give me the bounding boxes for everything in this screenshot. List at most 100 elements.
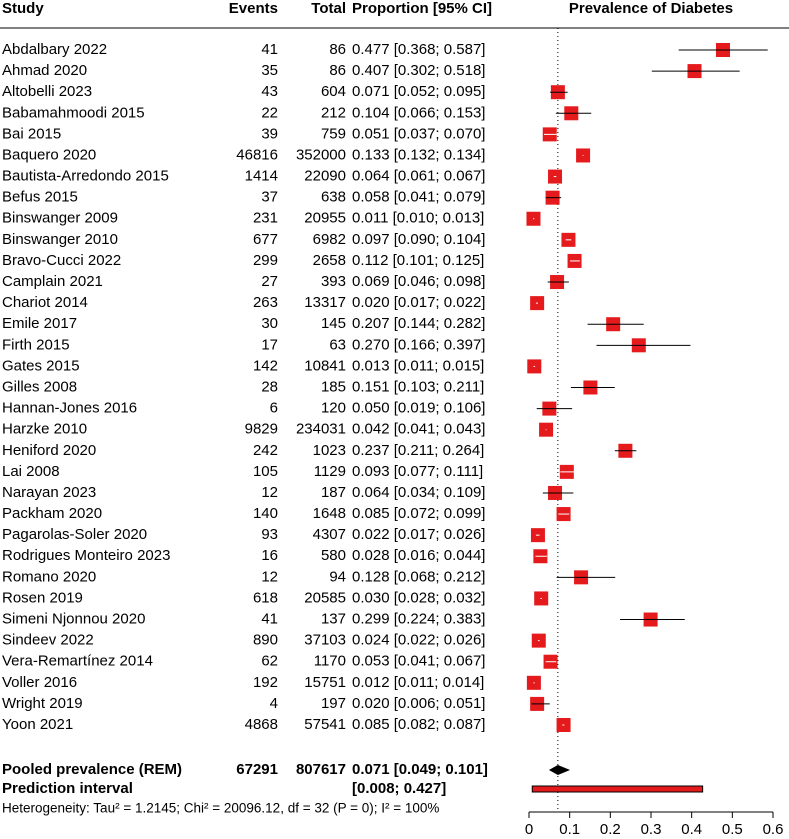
- total: 185: [321, 378, 346, 395]
- study-name: Heniford 2020: [2, 442, 96, 459]
- study-name: Lai 2008: [2, 463, 60, 480]
- total: 1023: [313, 442, 346, 459]
- events: 677: [253, 231, 278, 248]
- events: 140: [253, 505, 278, 522]
- total: 86: [329, 41, 346, 58]
- ci-label: 0.112 [0.101; 0.125]: [352, 252, 484, 269]
- total: 137: [321, 611, 346, 628]
- ci-label: 0.051 [0.037; 0.070]: [352, 125, 485, 142]
- study-name: Rosen 2019: [2, 589, 83, 606]
- ci-label: 0.030 [0.028; 0.032]: [352, 589, 485, 606]
- total: 234031: [296, 421, 346, 438]
- prediction-bar: [531, 785, 704, 793]
- study-name: Gilles 2008: [2, 378, 77, 395]
- x-tick-label: 0.3: [641, 821, 662, 838]
- total: 580: [321, 547, 346, 564]
- total: 4307: [313, 526, 346, 543]
- prediction-name: Prediction interval: [2, 780, 133, 797]
- pooled-total: 807617: [296, 761, 346, 778]
- study-name: Ahmad 2020: [2, 62, 87, 79]
- study-name: Camplain 2021: [2, 273, 103, 290]
- study-name: Gates 2015: [2, 357, 80, 374]
- header-events: Events: [229, 0, 278, 17]
- ci-label: 0.020 [0.006; 0.051]: [352, 695, 485, 712]
- events: 618: [253, 589, 278, 606]
- study-name: Pagarolas-Soler 2020: [2, 526, 147, 543]
- study-name: Befus 2015: [2, 189, 78, 206]
- pooled-diamond: [548, 765, 571, 775]
- x-tick-label: 0.4: [681, 821, 702, 838]
- total: 638: [321, 189, 346, 206]
- total: 2658: [313, 252, 346, 269]
- study-name: Binswanger 2009: [2, 210, 118, 227]
- study-name: Chariot 2014: [2, 294, 88, 311]
- ci-label: 0.093 [0.077; 0.111]: [352, 463, 483, 480]
- events: 242: [253, 442, 278, 459]
- ci-label: 0.064 [0.034; 0.109]: [352, 484, 485, 501]
- ci-label: 0.012 [0.011; 0.014]: [352, 674, 484, 691]
- study-name: Voller 2016: [2, 674, 77, 691]
- pooled-ci-label: 0.071 [0.049; 0.101]: [352, 761, 488, 778]
- events: 12: [261, 484, 278, 501]
- events: 41: [261, 611, 278, 628]
- ci-label: 0.053 [0.041; 0.067]: [352, 653, 485, 670]
- total: 57541: [304, 716, 346, 733]
- total: 86: [329, 62, 346, 79]
- events: 27: [261, 273, 278, 290]
- total: 15751: [304, 674, 346, 691]
- total: 63: [329, 336, 346, 353]
- x-tick-label: 0.1: [559, 821, 580, 838]
- events: 1414: [245, 168, 278, 185]
- ci-label: 0.477 [0.368; 0.587]: [352, 41, 485, 58]
- total: 37103: [304, 632, 346, 649]
- x-tick-label: 0.2: [600, 821, 621, 838]
- total: 6982: [313, 231, 346, 248]
- events: 4: [270, 695, 278, 712]
- events: 6: [270, 400, 278, 417]
- study-name: Rodrigues Monteiro 2023: [2, 547, 170, 564]
- ci-label: 0.299 [0.224; 0.383]: [352, 611, 485, 628]
- ci-label: 0.085 [0.072; 0.099]: [352, 505, 485, 522]
- ci-label: 0.020 [0.017; 0.022]: [352, 294, 485, 311]
- events: 192: [253, 674, 278, 691]
- total: 94: [329, 568, 346, 585]
- header-ci: Proportion [95% CI]: [352, 0, 492, 17]
- ci-label: 0.128 [0.068; 0.212]: [352, 568, 485, 585]
- study-name: Packham 2020: [2, 505, 102, 522]
- total: 10841: [304, 357, 346, 374]
- total: 20585: [304, 589, 346, 606]
- events: 299: [253, 252, 278, 269]
- total: 393: [321, 273, 346, 290]
- events: 105: [253, 463, 278, 480]
- study-name: Hannan-Jones 2016: [2, 400, 137, 417]
- ci-label: 0.207 [0.144; 0.282]: [352, 315, 485, 332]
- total: 13317: [304, 294, 346, 311]
- ci-label: 0.028 [0.016; 0.044]: [352, 547, 485, 564]
- ci-label: 0.013 [0.011; 0.015]: [352, 357, 484, 374]
- events: 39: [261, 125, 278, 142]
- study-name: Romano 2020: [2, 568, 96, 585]
- study-name: Bai 2015: [2, 125, 61, 142]
- pooled-events: 67291: [236, 761, 278, 778]
- ci-label: 0.237 [0.211; 0.264]: [352, 442, 484, 459]
- ci-label: 0.042 [0.041; 0.043]: [352, 421, 485, 438]
- events: 16: [261, 547, 278, 564]
- pooled-name: Pooled prevalence (REM): [2, 761, 182, 778]
- events: 142: [253, 357, 278, 374]
- total: 22090: [304, 168, 346, 185]
- study-name: Simeni Njonnou 2020: [2, 611, 145, 628]
- ci-label: 0.071 [0.052; 0.095]: [352, 83, 485, 100]
- ci-label: 0.069 [0.046; 0.098]: [352, 273, 485, 290]
- study-name: Bravo-Cucci 2022: [2, 252, 121, 269]
- x-tick-label: 0.5: [722, 821, 743, 838]
- total: 1129: [314, 463, 346, 480]
- total: 604: [321, 83, 346, 100]
- header-study: Study: [2, 0, 44, 17]
- events: 62: [261, 653, 278, 670]
- events: 43: [261, 83, 278, 100]
- study-name: Wright 2019: [2, 695, 83, 712]
- total: 212: [321, 104, 346, 121]
- ci-label: 0.058 [0.041; 0.079]: [352, 189, 485, 206]
- ci-label: 0.097 [0.090; 0.104]: [352, 231, 485, 248]
